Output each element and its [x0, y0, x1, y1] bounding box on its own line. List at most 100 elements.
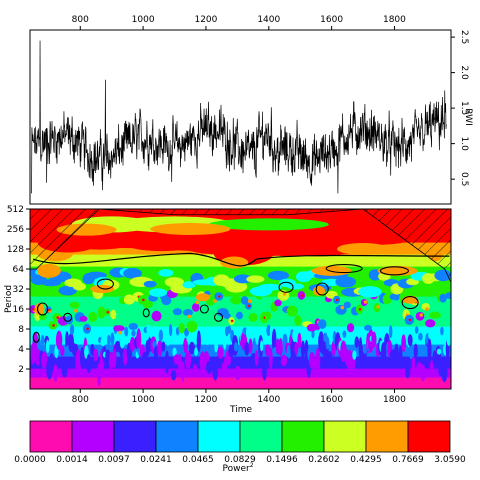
power-cell [34, 303, 45, 315]
power-cell [158, 269, 174, 277]
power-cell [36, 263, 61, 278]
power-cell [362, 343, 368, 354]
power-band [30, 332, 451, 336]
power-cell [74, 308, 78, 313]
period-tick-label: 8 [18, 325, 24, 335]
power-cell [264, 311, 272, 320]
power-cell [41, 351, 48, 369]
power-cell [300, 340, 306, 359]
power-cell [141, 351, 148, 370]
power-cell [266, 324, 271, 337]
power-cell [142, 298, 145, 302]
power-cell [294, 315, 302, 326]
power-cell [208, 218, 329, 231]
top-x-tick-label: 800 [72, 15, 89, 25]
power-cell [260, 340, 264, 352]
colorbar-cell [155, 420, 199, 453]
power-cell [425, 319, 436, 328]
power-cell [427, 337, 432, 362]
colorbar-cell [71, 420, 115, 453]
power-cell [282, 292, 287, 296]
power-cell [69, 324, 75, 336]
significance-contour [315, 282, 329, 296]
significance-contour [213, 312, 224, 322]
power-cell [172, 347, 177, 357]
power-band [30, 380, 451, 384]
colorbar-cell [365, 420, 409, 453]
y-axis-label-period: Period [4, 285, 14, 313]
power-cell [215, 355, 221, 368]
power-cell [58, 285, 77, 296]
significance-contour [401, 296, 419, 310]
power-cell [100, 337, 106, 347]
power-cell [230, 296, 242, 305]
power-cell [240, 296, 249, 305]
power-cell [55, 330, 63, 350]
colorbar-tick-label: 0.0465 [182, 455, 214, 465]
power-cell [50, 330, 56, 343]
power-cell [178, 323, 185, 334]
power-cell [168, 323, 173, 337]
power-cell [178, 353, 183, 377]
power-cell [150, 223, 231, 235]
power-cell [446, 333, 451, 346]
power-cell [124, 326, 129, 337]
power-cell [170, 370, 177, 381]
power-cell [34, 326, 39, 334]
power-cell [248, 338, 253, 354]
period-tick-label: 2 [18, 365, 24, 375]
wavelet-power-panel: 2 4 8 16 32 64 128 256 512 800 1000 1200 1400 1600 18… [4, 205, 452, 415]
power-cell [233, 341, 239, 352]
power-cell [428, 331, 433, 340]
power-cell [407, 334, 413, 347]
power-cell [161, 341, 166, 352]
power-cell [151, 310, 162, 322]
power-cell [211, 327, 216, 335]
power-band [30, 308, 451, 312]
power-cell [223, 312, 231, 320]
power-cell [440, 326, 444, 336]
power-band [30, 305, 451, 309]
power-band [30, 371, 451, 375]
colorbar-cell [113, 420, 157, 453]
power-cell [85, 271, 107, 279]
power-cell [418, 332, 423, 341]
top-x-axis: 800 1000 1200 1400 1600 1800 [72, 15, 406, 30]
power-cell [248, 312, 258, 322]
power-cell [74, 334, 78, 345]
power-band [30, 293, 451, 297]
power-band [30, 323, 451, 327]
power-cell [123, 268, 143, 279]
power-cell [445, 292, 451, 299]
power-cell [363, 300, 368, 304]
power-cell [292, 329, 297, 343]
power-cell [346, 349, 353, 373]
colorbar-tick-label: 0.0014 [56, 455, 88, 465]
power-cell [287, 283, 304, 290]
power-cell [216, 325, 222, 335]
power-cell [235, 311, 243, 320]
colorbar-tick-label: 0.4295 [350, 455, 382, 465]
colorbar-tick-label: 0.0097 [98, 455, 130, 465]
period-tick-label: 512 [7, 205, 24, 215]
power-cell [377, 265, 418, 276]
power-band [30, 269, 451, 273]
power-cell [93, 348, 99, 362]
power-cell [65, 331, 69, 350]
power-cell [217, 346, 224, 359]
power-cell [435, 345, 442, 366]
power-cell [382, 294, 392, 305]
power-cell [331, 340, 336, 357]
power-cell [297, 332, 302, 349]
power-band [30, 386, 451, 389]
power-cell [191, 302, 200, 312]
power-cell [142, 300, 154, 309]
power-cell [194, 347, 198, 356]
power-cell [429, 311, 441, 319]
period-tick-label: 64 [13, 265, 25, 275]
power-cell [335, 298, 339, 302]
power-cell [342, 330, 347, 338]
colorbar-cell [239, 420, 283, 453]
period-tick-label: 128 [7, 245, 24, 255]
